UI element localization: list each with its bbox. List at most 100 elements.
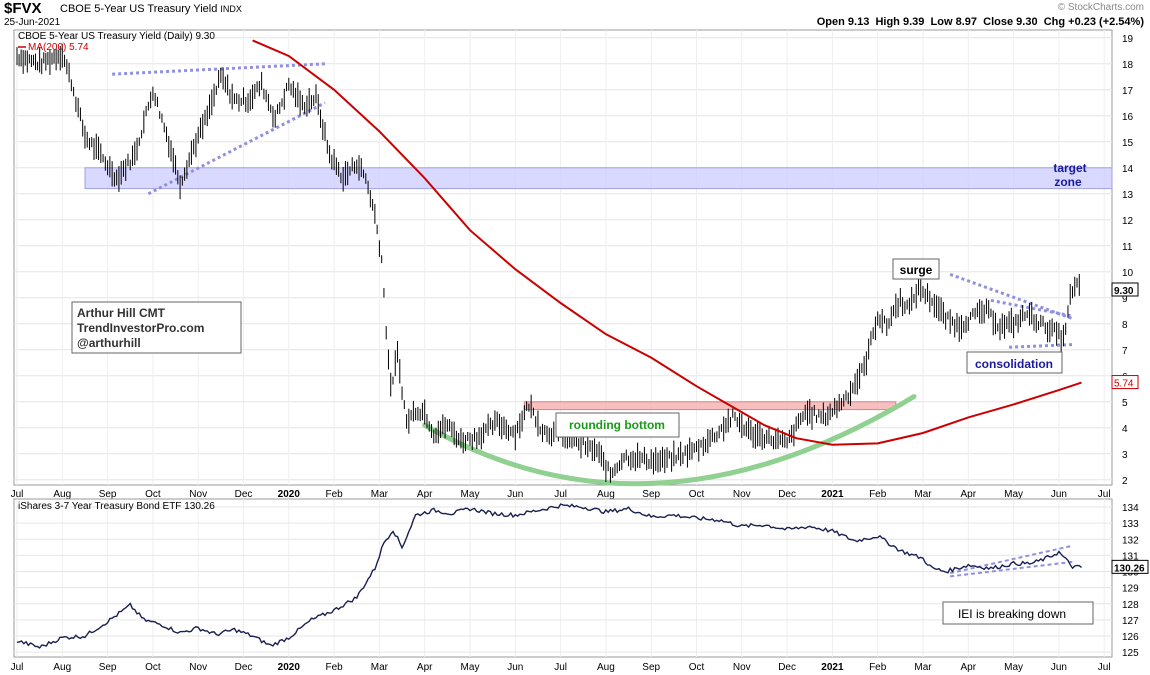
iei-y-axis: 125126127128129130131132133134 xyxy=(1122,503,1139,659)
price-x-tick: Jun xyxy=(507,489,523,500)
price-x-tick: Mar xyxy=(371,489,389,500)
chart-description: CBOE 5-Year US Treasury Yield INDX xyxy=(60,3,242,15)
price-y-tick: 2 xyxy=(1122,476,1128,487)
trendline xyxy=(990,298,1073,318)
close-value: 9.30 xyxy=(1016,16,1038,28)
iei-x-tick: 2020 xyxy=(278,662,301,673)
iei-y-tick: 125 xyxy=(1122,648,1139,659)
price-x-tick: Jul xyxy=(554,489,567,500)
price-y-tick: 3 xyxy=(1122,450,1128,461)
author-line2: TrendInvestorPro.com xyxy=(77,321,204,335)
chg-label: Chg xyxy=(1043,16,1066,28)
chart-date: 25-Jun-2021 xyxy=(4,17,61,28)
price-x-tick: Nov xyxy=(189,489,207,500)
high-value: 9.39 xyxy=(902,16,925,28)
iei-x-tick: Nov xyxy=(733,662,751,673)
iei-x-tick: May xyxy=(461,662,480,673)
author-box xyxy=(71,301,242,354)
ma-value-tag xyxy=(1111,375,1139,390)
resistance-zone xyxy=(523,401,897,411)
price-x-tick: Jun xyxy=(1051,489,1067,500)
iei-x-tick: Feb xyxy=(325,662,343,673)
open-label: Open xyxy=(816,16,845,28)
price-x-tick: Mar xyxy=(914,489,932,500)
last-value-text: 9.30 xyxy=(1114,286,1134,297)
breakdown-box xyxy=(942,601,1094,625)
watermark: © StockCharts.com xyxy=(1057,2,1144,13)
iei-x-tick: Aug xyxy=(53,662,71,673)
target-label-line1: target xyxy=(1053,161,1086,175)
iei-x-tick: Dec xyxy=(235,662,253,673)
price-x-axis: Jul Aug Sep Oct Nov Dec 2020 Feb Mar Apr May Jun Jul… xyxy=(11,489,1111,500)
rounding-bottom-label: rounding bottom xyxy=(569,418,665,432)
trendline xyxy=(1009,343,1073,349)
trendlines xyxy=(112,62,1073,349)
price-x-tick: Dec xyxy=(778,489,796,500)
author-line1: Arthur Hill CMT xyxy=(77,306,166,320)
iei-y-tick: 133 xyxy=(1122,519,1139,530)
last-value-tag xyxy=(1111,282,1139,297)
chart-symbol: $FVX xyxy=(4,0,42,17)
price-x-tick: 2020 xyxy=(278,489,301,500)
price-x-tick: Feb xyxy=(869,489,887,500)
iei-x-tick: 2021 xyxy=(821,662,844,673)
iei-x-tick: Apr xyxy=(417,662,433,673)
price-x-tick: Aug xyxy=(597,489,615,500)
iei-panel xyxy=(13,498,1113,658)
iei-x-tick: Oct xyxy=(689,662,705,673)
rounding-bottom-curve xyxy=(422,394,917,487)
iei-x-tick: Mar xyxy=(371,662,389,673)
price-y-tick: 7 xyxy=(1122,346,1128,357)
iei-x-tick: Oct xyxy=(145,662,161,673)
iei-x-tick: Jul xyxy=(11,662,24,673)
iei-x-tick: Jun xyxy=(507,662,523,673)
iei-y-tick: 131 xyxy=(1122,551,1139,562)
iei-y-tick: 126 xyxy=(1122,632,1139,643)
consolidation-box xyxy=(966,351,1063,374)
rounding-bottom-box xyxy=(555,412,680,438)
description-text: CBOE 5-Year US Treasury Yield xyxy=(60,3,218,15)
price-y-tick: 8 xyxy=(1122,320,1128,331)
price-x-tick: Apr xyxy=(417,489,433,500)
iei-x-tick: Mar xyxy=(914,662,932,673)
iei-x-tick: May xyxy=(1004,662,1023,673)
price-y-tick: 9 xyxy=(1122,294,1128,305)
price-y-tick: 5 xyxy=(1122,398,1128,409)
price-x-tick: Nov xyxy=(733,489,751,500)
price-x-tick: Oct xyxy=(145,489,161,500)
iei-x-tick: Jun xyxy=(1051,662,1067,673)
ma-value-text: 5.74 xyxy=(1114,379,1134,390)
low-label: Low xyxy=(930,16,953,28)
price-y-tick: 16 xyxy=(1122,112,1134,123)
exchange-text: INDX xyxy=(220,4,242,14)
price-x-tick: Oct xyxy=(689,489,705,500)
iei-x-tick: Apr xyxy=(961,662,977,673)
chg-value: +0.23 (+2.54%) xyxy=(1068,16,1144,28)
iei-line xyxy=(16,503,1082,649)
low-value: 8.97 xyxy=(955,16,977,28)
price-x-tick: Feb xyxy=(325,489,343,500)
price-x-tick: 2021 xyxy=(821,489,844,500)
surge-label: surge xyxy=(900,263,933,277)
legend-price: CBOE 5-Year US Treasury Yield (Daily) 9.… xyxy=(18,31,215,42)
price-y-tick: 12 xyxy=(1122,216,1134,227)
iei-x-tick: Nov xyxy=(189,662,207,673)
iei-x-tick: Jul xyxy=(1098,662,1111,673)
high-label: High xyxy=(875,16,900,28)
price-y-tick: 4 xyxy=(1122,424,1128,435)
iei-y-tick: 132 xyxy=(1122,535,1139,546)
iei-y-tick: 129 xyxy=(1122,584,1139,595)
legend-iei: iShares 3-7 Year Treasury Bond ETF 130.2… xyxy=(18,501,215,512)
iei-value-text: 130.26 xyxy=(1114,563,1145,574)
author-line3: @arthurhill xyxy=(77,336,141,350)
price-x-tick: Sep xyxy=(642,489,660,500)
iei-x-tick: Sep xyxy=(642,662,660,673)
price-y-tick: 13 xyxy=(1122,190,1134,201)
iei-y-tick: 128 xyxy=(1122,600,1139,611)
price-y-tick: 10 xyxy=(1122,268,1134,279)
ohlc-readout: Open 9.13 High 9.39 Low 8.97 Close 9.30 … xyxy=(817,16,1144,28)
iei-y-tick: 127 xyxy=(1122,616,1139,627)
price-y-axis: 2345678910111213141516171819 xyxy=(1122,34,1134,487)
iei-value-tag xyxy=(1111,559,1149,574)
